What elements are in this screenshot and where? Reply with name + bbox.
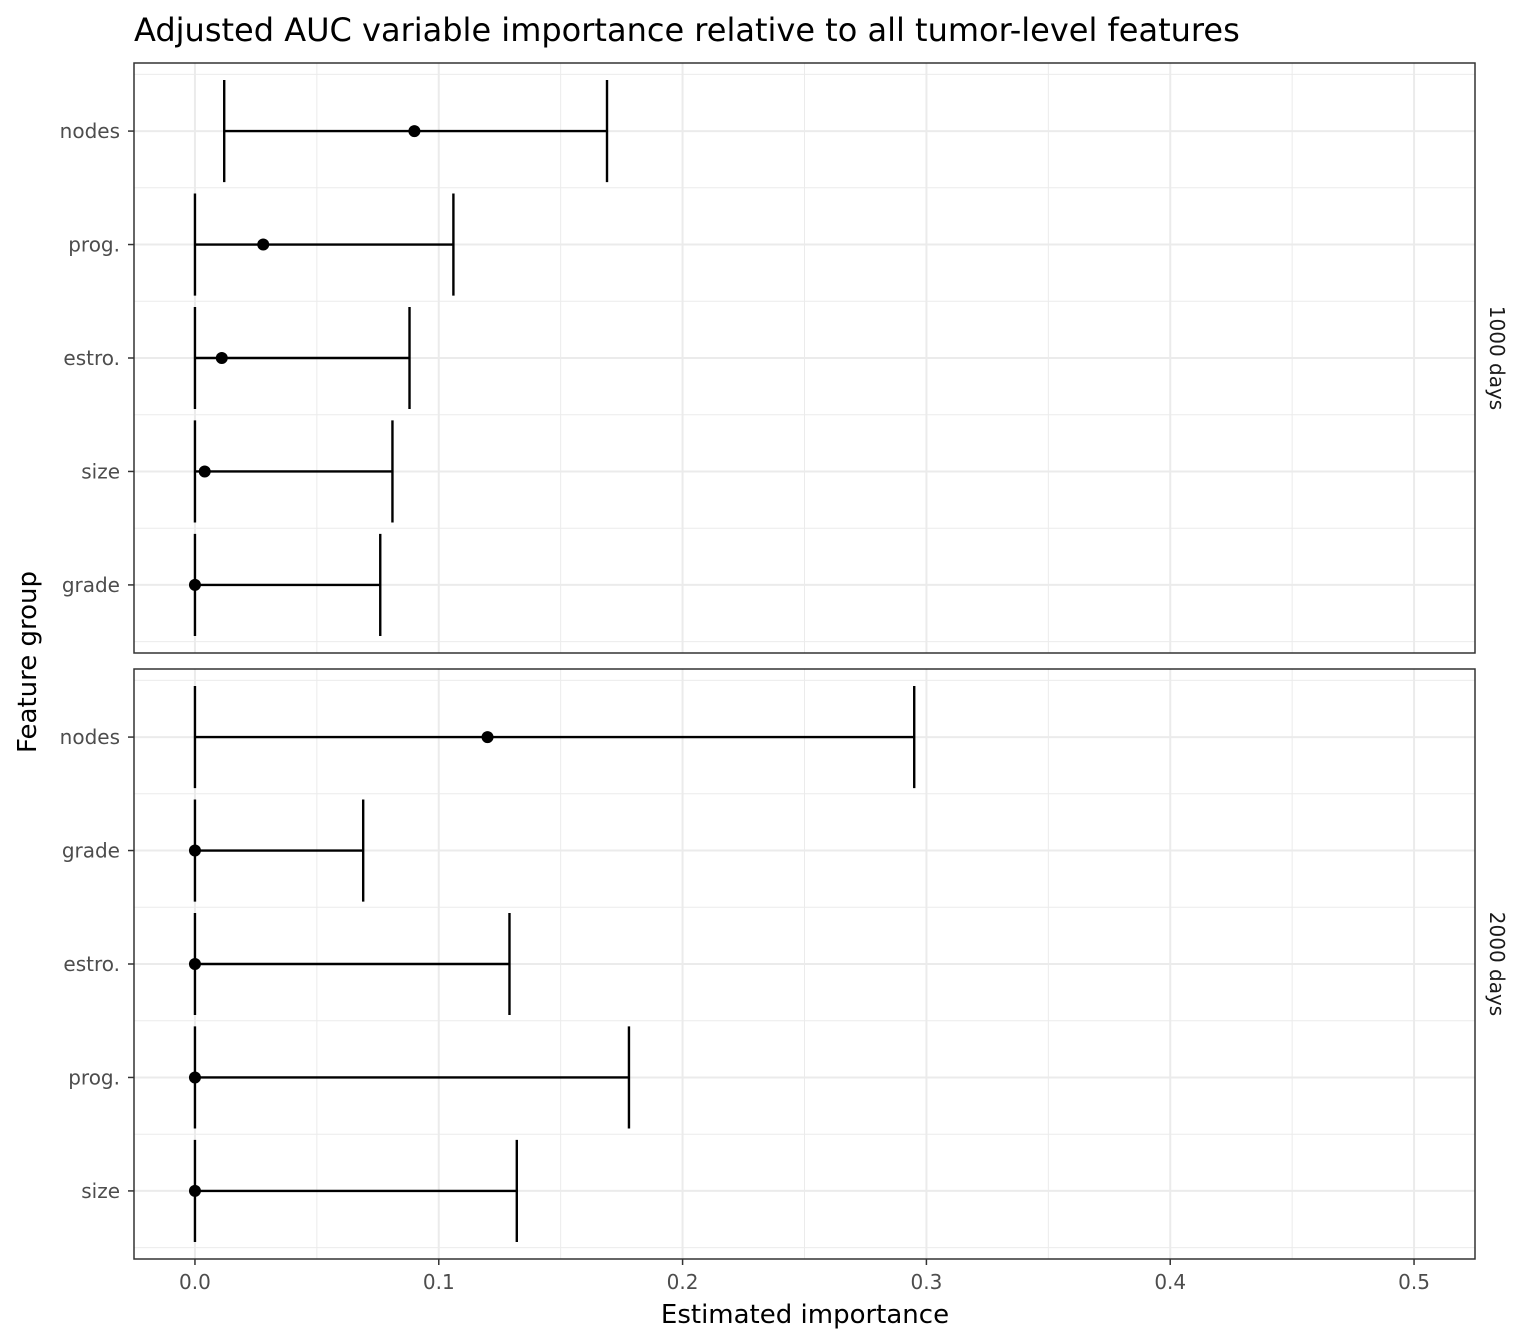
point-estimate (188, 1184, 201, 1197)
errorbar-size (193, 420, 394, 523)
y-tick-label: grade (62, 839, 120, 863)
facet-strip-label: 2000 days (1485, 912, 1509, 1016)
facet-panel: nodes prog. estro. size grade 1000 days (60, 62, 1509, 654)
facet-strip-label: 1000 days (1485, 306, 1509, 410)
point-estimate (198, 465, 211, 478)
point-estimate (215, 352, 228, 364)
point-estimate (188, 578, 201, 591)
x-tick-label: 0.3 (911, 1270, 943, 1294)
y-axis-title: Feature group (13, 571, 43, 753)
y-tick-label: size (81, 459, 120, 483)
point-estimate (188, 1071, 201, 1084)
errorbar-nodes (223, 80, 609, 183)
errorbar-prog. (193, 193, 455, 296)
point-estimate (257, 238, 270, 251)
x-axis: 0.0 0.1 0.2 0.3 0.4 0.5 (179, 1259, 1430, 1294)
x-tick-label: 0.2 (667, 1270, 699, 1294)
y-tick-label: size (81, 1179, 120, 1203)
facet-panel: nodes grade estro. prog. size 2000 days (60, 668, 1509, 1260)
errorbar-prog. (188, 1026, 631, 1129)
x-tick-label: 0.5 (1398, 1270, 1430, 1294)
panel-border (133, 668, 1476, 1260)
x-tick-label: 0.1 (423, 1270, 455, 1294)
point-estimate (188, 844, 201, 857)
y-tick-label: nodes (60, 725, 120, 749)
errorbar-estro. (188, 912, 511, 1016)
y-tick-label: estro. (63, 952, 120, 976)
errorbar-estro. (193, 306, 411, 410)
x-axis-title: Estimated importance (661, 1300, 949, 1330)
y-tick-label: nodes (60, 119, 120, 143)
y-tick-label: grade (62, 573, 120, 597)
errorbar-size (188, 1139, 518, 1242)
point-estimate (188, 958, 201, 970)
x-tick-label: 0.4 (1154, 1270, 1186, 1294)
panel-border (133, 62, 1476, 654)
facets-layer: nodes prog. estro. size grade 1000 days nodes g… (60, 62, 1509, 1260)
errorbar-nodes (193, 686, 916, 789)
chart-title: Adjusted AUC variable importance relativ… (134, 11, 1240, 49)
x-tick-label: 0.0 (179, 1270, 211, 1294)
point-estimate (481, 731, 494, 744)
y-tick-label: prog. (68, 1065, 120, 1089)
errorbar-grade (188, 799, 365, 902)
errorbar-grade (188, 533, 382, 636)
point-estimate (408, 125, 421, 138)
y-tick-label: estro. (63, 346, 120, 370)
y-tick-label: prog. (68, 233, 120, 257)
